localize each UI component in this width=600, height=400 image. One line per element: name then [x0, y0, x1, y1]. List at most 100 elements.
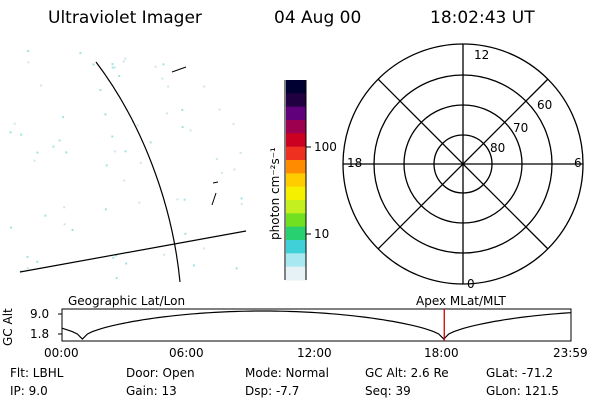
coastline-fragment	[211, 181, 219, 206]
status-filter: Flt: LBHL	[10, 366, 64, 380]
image-speck	[149, 141, 152, 144]
image-speck	[113, 150, 116, 153]
image-speck	[63, 206, 66, 209]
mlt-label-18: 18	[347, 156, 363, 170]
colorbar-band	[286, 173, 306, 188]
image-speck	[115, 277, 118, 280]
image-speck	[63, 223, 66, 226]
image-speck	[181, 126, 184, 129]
image-speck	[99, 89, 102, 92]
app-title: Ultraviolet Imager	[48, 8, 202, 28]
status-door: Door: Open	[126, 366, 195, 380]
time-tick-0000: 00:00	[44, 346, 79, 360]
image-speck	[40, 84, 43, 87]
geographic-caption: Geographic Lat/Lon	[68, 294, 186, 308]
image-speck	[27, 50, 30, 52]
image-speck	[65, 151, 68, 154]
mlat-label-80: 80	[490, 141, 506, 155]
colorbar-band	[286, 200, 306, 214]
image-speck	[58, 139, 61, 142]
altitude-orbit-curve	[61, 310, 572, 340]
colorbar-band	[286, 93, 306, 108]
image-speck	[36, 151, 39, 154]
image-speck	[239, 152, 242, 154]
intensity-colorbar	[286, 80, 306, 281]
colorbar-band	[286, 226, 306, 241]
status-gain: Gain: 13	[126, 384, 177, 398]
image-speck	[26, 255, 29, 258]
image-speck	[26, 267, 29, 270]
image-speck	[36, 260, 39, 263]
image-speck	[165, 112, 168, 115]
image-speck	[215, 158, 218, 160]
image-speck	[92, 63, 95, 66]
mlt-label-0: 0	[467, 277, 475, 291]
colorbar-label-100: 100	[314, 140, 337, 154]
mlat-label-70: 70	[513, 121, 529, 135]
image-speck	[136, 124, 139, 127]
altitude-strip-frame	[61, 308, 572, 342]
polar-diagonal-line	[377, 78, 549, 250]
image-speck	[240, 203, 243, 206]
image-noise-specks	[9, 50, 243, 280]
image-speck	[27, 61, 30, 64]
status-seq: Seq: 39	[365, 384, 411, 398]
status-mode: Mode: Normal	[245, 366, 329, 380]
apex-caption: Apex MLat/MLT	[416, 294, 506, 308]
colorbar-band	[286, 240, 306, 254]
image-speck	[167, 85, 170, 88]
image-speck	[189, 129, 192, 132]
status-glon: GLon: 121.5	[486, 384, 559, 398]
geographic-latitude-line	[19, 230, 247, 273]
image-speck	[203, 85, 206, 88]
colorbar-band	[286, 80, 306, 94]
image-speck	[203, 247, 206, 250]
image-speck	[163, 253, 166, 256]
image-speck	[240, 197, 243, 200]
image-speck	[10, 226, 12, 229]
colorbar-label-10: 10	[314, 227, 330, 241]
status-ip: IP: 9.0	[10, 384, 48, 398]
altitude-axis-label: GC Alt	[1, 308, 15, 346]
image-speck	[138, 201, 141, 204]
colorbar-band	[286, 120, 306, 134]
image-speck	[123, 179, 126, 182]
image-speck	[111, 66, 114, 69]
colorbar-band	[286, 160, 306, 174]
status-glat: GLat: -71.2	[486, 366, 553, 380]
image-speck	[232, 123, 235, 125]
mlt-label-12: 12	[474, 48, 490, 62]
colorbar-band	[286, 133, 306, 148]
time-readout: 18:02:43 UT	[430, 8, 535, 28]
image-speck	[125, 262, 128, 265]
status-gc-alt: GC Alt: 2.6 Re	[365, 366, 449, 380]
image-speck	[79, 52, 82, 55]
image-speck	[115, 254, 118, 257]
image-speck	[233, 168, 236, 171]
image-speck	[154, 65, 157, 68]
image-speck	[44, 214, 47, 217]
coastline-fragment	[171, 66, 187, 73]
colorbar-band	[286, 253, 306, 268]
geographic-image-panel	[9, 50, 247, 283]
time-tick-1800: 18:00	[424, 346, 459, 360]
image-speck	[124, 150, 127, 153]
image-speck	[220, 171, 223, 174]
image-speck	[184, 232, 187, 235]
image-speck	[105, 164, 108, 167]
image-speck	[104, 113, 107, 116]
date-readout: 04 Aug 00	[274, 8, 362, 28]
colorbar-unit-label: photon cm⁻²s⁻¹	[268, 147, 282, 240]
geographic-meridian-line	[95, 61, 181, 283]
image-speck	[111, 135, 114, 138]
image-speck	[9, 131, 12, 134]
image-speck	[118, 75, 121, 77]
image-speck	[122, 60, 125, 63]
altitude-ytick-label-1.8: 1.8	[30, 327, 50, 341]
image-speck	[162, 63, 165, 66]
time-tick-0600: 06:00	[169, 346, 204, 360]
image-speck	[111, 63, 114, 66]
colorbar-band	[286, 106, 306, 121]
image-speck	[62, 116, 65, 119]
